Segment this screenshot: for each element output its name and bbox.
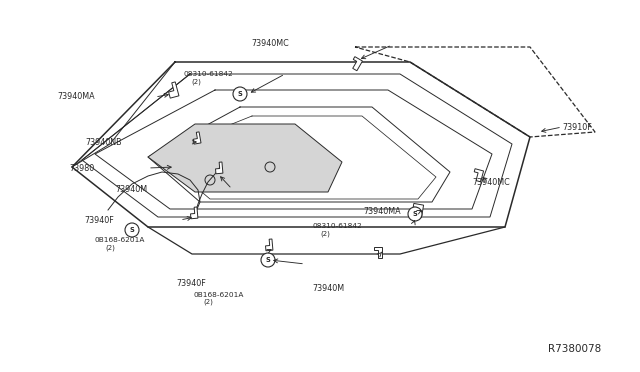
Text: 73980: 73980 (70, 164, 95, 173)
Text: S: S (266, 257, 270, 263)
Polygon shape (474, 169, 484, 182)
Text: 73940MA: 73940MA (57, 92, 95, 101)
Text: (2): (2) (191, 78, 201, 85)
Text: 0B168-6201A: 0B168-6201A (193, 292, 244, 298)
Polygon shape (191, 207, 198, 219)
Text: S: S (413, 211, 417, 217)
Text: 73910F: 73910F (562, 123, 591, 132)
Text: 0B168-6201A: 0B168-6201A (95, 237, 145, 243)
Circle shape (125, 223, 139, 237)
Circle shape (233, 87, 247, 101)
Text: S: S (237, 91, 243, 97)
Text: 73940MC: 73940MC (252, 39, 289, 48)
Polygon shape (216, 162, 223, 174)
Circle shape (261, 253, 275, 267)
Circle shape (408, 207, 422, 221)
Text: 73940M: 73940M (312, 284, 344, 293)
Text: 08310-61842: 08310-61842 (312, 223, 362, 229)
Text: (2): (2) (320, 230, 330, 237)
Polygon shape (266, 239, 273, 251)
Polygon shape (374, 247, 383, 259)
Polygon shape (353, 57, 362, 71)
Text: 73940MC: 73940MC (472, 178, 510, 187)
Text: 73940F: 73940F (84, 216, 114, 225)
Text: 08310-61842: 08310-61842 (184, 71, 234, 77)
Text: 73940F: 73940F (177, 279, 206, 288)
Text: 73940M: 73940M (115, 185, 147, 194)
Polygon shape (413, 203, 424, 218)
Text: R7380078: R7380078 (548, 344, 602, 354)
Text: 73940MA: 73940MA (364, 207, 401, 216)
Text: 73940NB: 73940NB (85, 138, 122, 147)
Text: S: S (130, 227, 134, 233)
Text: (2): (2) (106, 244, 115, 251)
Polygon shape (168, 82, 179, 98)
Polygon shape (148, 124, 342, 192)
Polygon shape (193, 132, 201, 144)
Text: (2): (2) (204, 299, 213, 305)
